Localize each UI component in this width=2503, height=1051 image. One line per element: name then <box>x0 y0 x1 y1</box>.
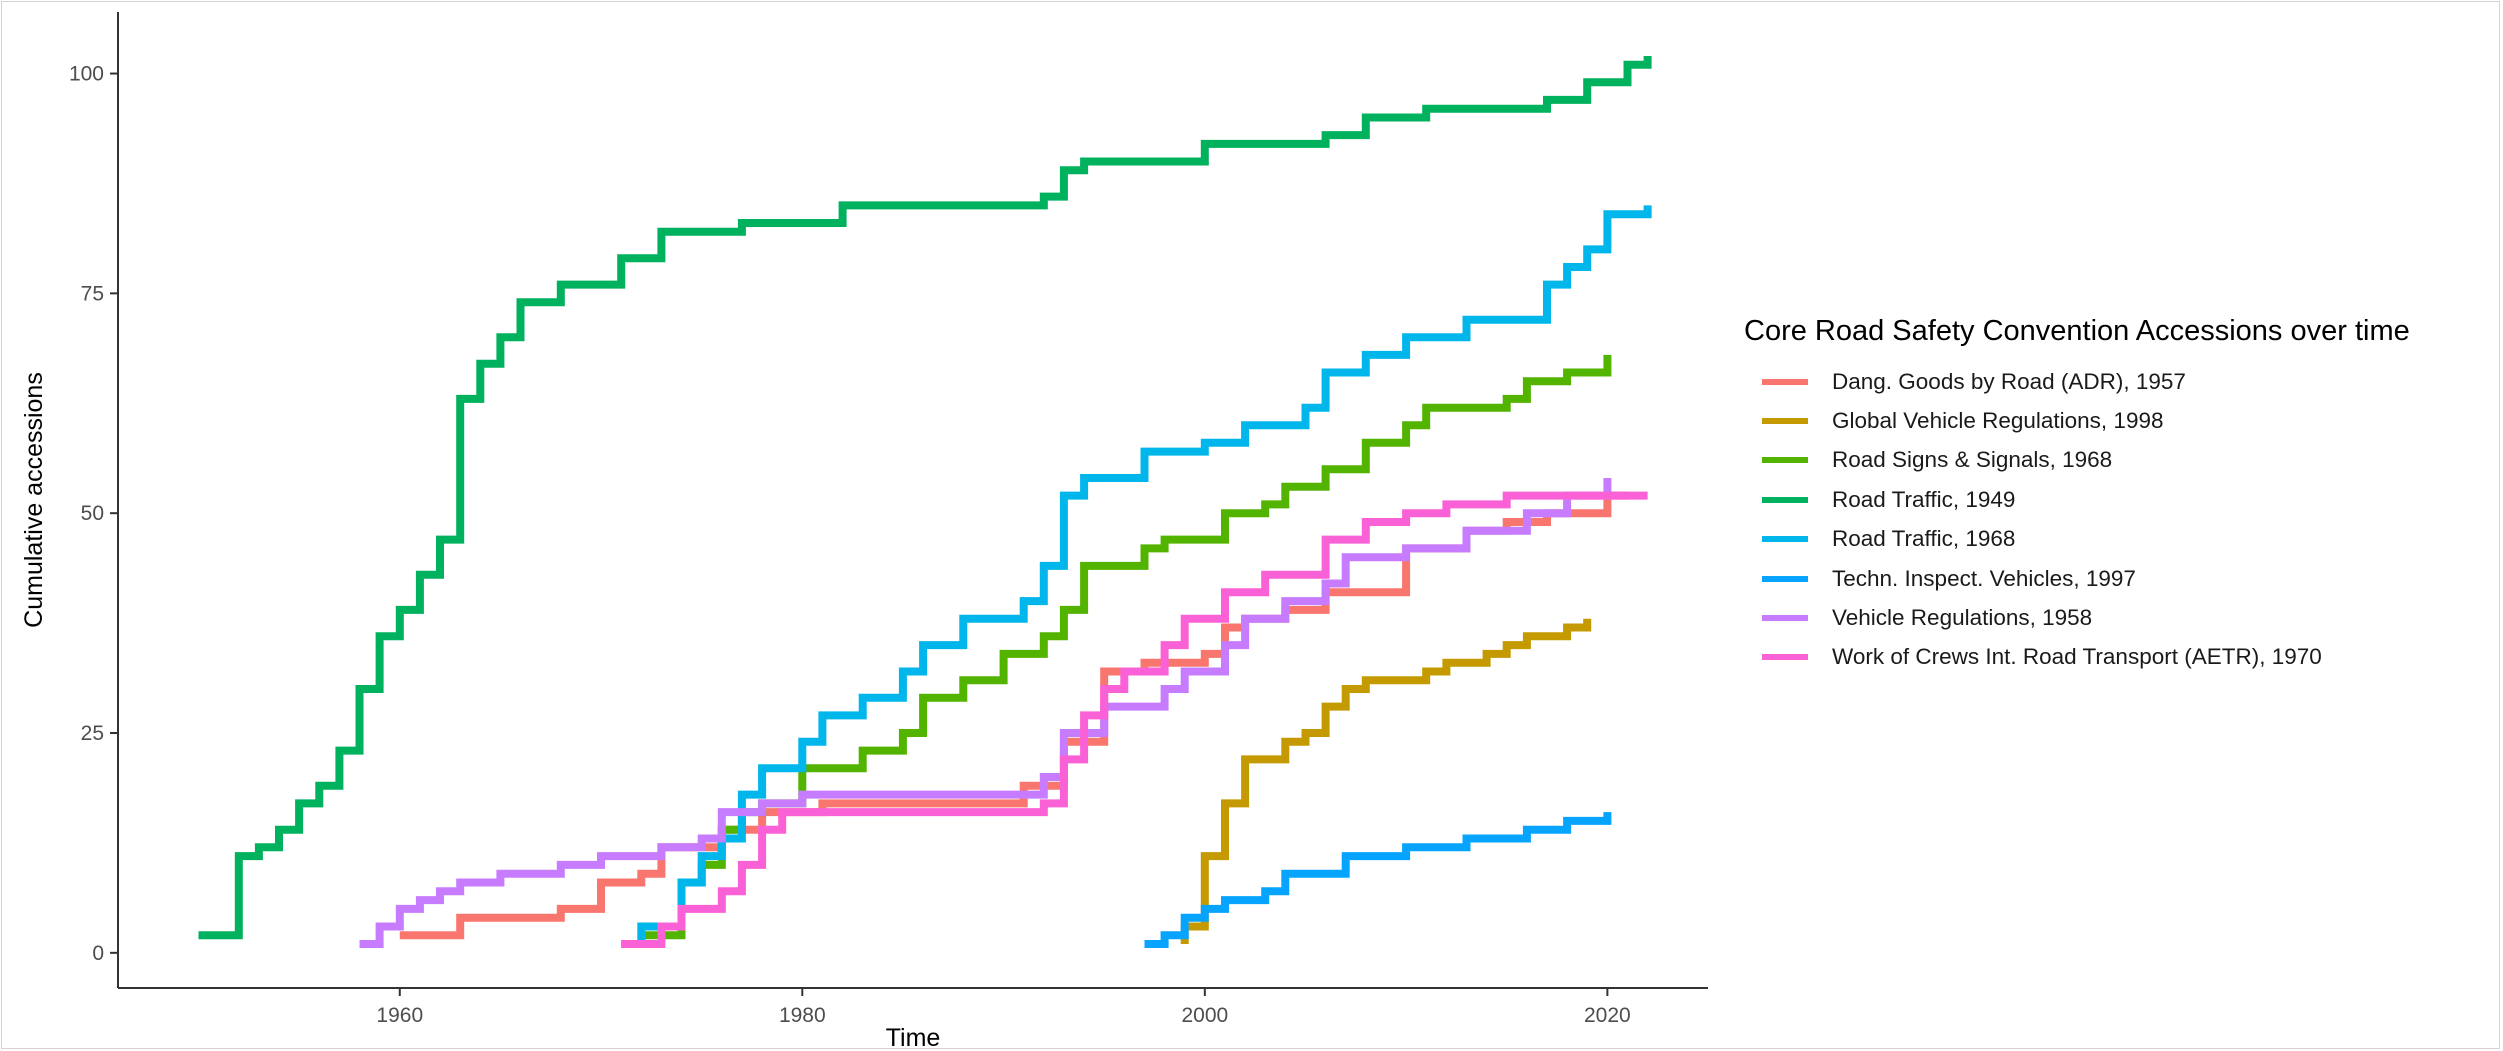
legend-key <box>1762 418 1808 425</box>
legend-item: Techn. Inspect. Vehicles, 1997 <box>1744 559 2410 598</box>
legend-key <box>1762 615 1808 622</box>
legend-item: Work of Crews Int. Road Transport (AETR)… <box>1744 638 2410 677</box>
axes <box>117 12 1708 989</box>
legend-key <box>1762 378 1808 385</box>
legend-item: Global Vehicle Regulations, 1998 <box>1744 401 2410 440</box>
y-tick-label: 0 <box>92 942 104 965</box>
legend-label: Dang. Goods by Road (ADR), 1957 <box>1832 368 2186 394</box>
y-tick-label: 75 <box>81 282 104 305</box>
series-layer <box>198 56 1652 948</box>
x-tick-label: 1960 <box>376 1004 423 1027</box>
series-line-3 <box>198 56 1652 940</box>
legend-key <box>1762 536 1808 543</box>
legend-item: Dang. Goods by Road (ADR), 1957 <box>1744 362 2410 401</box>
legend-item: Road Signs & Signals, 1968 <box>1744 441 2410 480</box>
legend-key <box>1762 457 1808 464</box>
ticks: 1960 1980 2000 2020 0 25 50 75 100 <box>69 63 1631 1027</box>
legend-label: Vehicle Regulations, 1958 <box>1832 605 2093 631</box>
legend-item: Road Traffic, 1949 <box>1744 480 2410 519</box>
y-tick-label: 50 <box>81 502 104 525</box>
legend-label: Road Signs & Signals, 1968 <box>1832 447 2113 473</box>
legend-item: Vehicle Regulations, 1958 <box>1744 598 2410 637</box>
y-axis-title: Cumulative accessions <box>20 372 48 628</box>
legend: Core Road Safety Convention Accessions o… <box>1744 315 2410 677</box>
legend-key <box>1762 575 1808 582</box>
series-line-0 <box>399 491 1628 940</box>
x-tick-label: 2000 <box>1181 1004 1228 1027</box>
legend-label: Road Traffic, 1949 <box>1832 486 2016 512</box>
x-tick-label: 2020 <box>1584 1004 1631 1027</box>
series-line-6 <box>359 478 1612 948</box>
legend-items: Dang. Goods by Road (ADR), 1957 Global Ve… <box>1744 362 2410 677</box>
series-line-7 <box>621 491 1648 948</box>
series-line-5 <box>1144 812 1612 948</box>
legend-key <box>1762 496 1808 503</box>
legend-label: Techn. Inspect. Vehicles, 1997 <box>1832 565 2136 591</box>
series-line-1 <box>1180 618 1592 944</box>
y-tick-label: 100 <box>69 63 104 86</box>
y-tick-label: 25 <box>81 722 104 745</box>
legend-label: Work of Crews Int. Road Transport (AETR)… <box>1832 644 2322 670</box>
legend-key <box>1762 654 1808 661</box>
legend-item: Road Traffic, 1968 <box>1744 520 2410 559</box>
x-tick-label: 1980 <box>779 1004 826 1027</box>
legend-title: Core Road Safety Convention Accessions o… <box>1744 315 2410 347</box>
legend-label: Global Vehicle Regulations, 1998 <box>1832 408 2164 434</box>
legend-label: Road Traffic, 1968 <box>1832 526 2016 552</box>
x-axis-title: Time <box>886 1024 941 1051</box>
